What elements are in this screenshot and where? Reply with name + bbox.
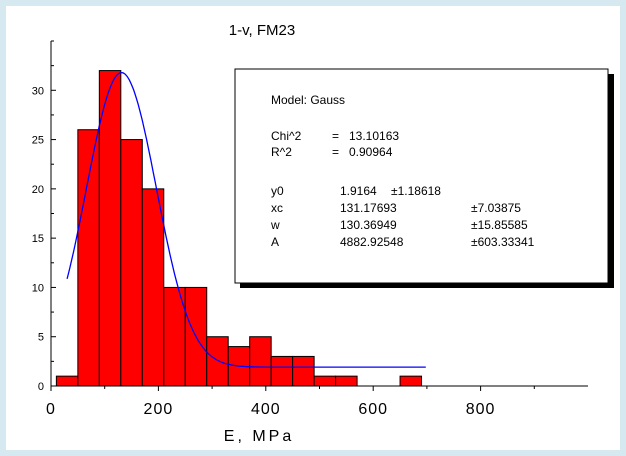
y-tick-label: 15	[32, 233, 44, 245]
fit-param-value: 1.9164	[340, 184, 377, 198]
fit-stat-eq: =	[332, 145, 339, 159]
histogram-bar	[77, 129, 100, 387]
fit-param-value: 130.36949	[340, 218, 397, 232]
chart-svg: 1-v, FM23 0 5 10 15 20 25 30 0 200 400 600 800 E, M…	[32, 22, 614, 445]
fit-curve	[66, 71, 426, 368]
fit-box-panel	[234, 68, 609, 284]
fit-param-name: A	[271, 235, 279, 249]
histogram-bar	[141, 188, 165, 387]
fit-param-value: 131.17693	[340, 201, 397, 215]
fit-stat-eq: =	[332, 129, 339, 143]
x-tick-label: 0	[46, 401, 56, 418]
fit-param-name: y0	[271, 184, 284, 198]
histogram-bar	[98, 70, 122, 387]
fit-param-error: ±15.85585	[471, 218, 528, 232]
histogram-bar	[313, 375, 337, 387]
y-tick-label: 20	[32, 184, 44, 196]
histogram-bar	[55, 375, 79, 387]
fit-results-box: Model: Gauss Chi^2 = 13.10163 R^2 = 0.90…	[234, 68, 614, 288]
fit-param-error: ±7.03875	[471, 201, 521, 215]
fit-param-name: w	[270, 218, 280, 232]
y-tick-label: 25	[32, 135, 44, 147]
fit-stat-value: 0.90964	[349, 145, 393, 159]
fit-param-error: ±1.18618	[391, 184, 441, 198]
histogram-bar	[120, 139, 143, 387]
fit-model-line: Model: Gauss	[271, 93, 345, 107]
histogram-bar	[206, 336, 229, 387]
y-tick-label: 30	[32, 85, 44, 97]
fit-stat-name: Chi^2	[271, 129, 302, 143]
y-tick-label: 0	[38, 381, 44, 393]
y-tick-label: 10	[32, 282, 44, 294]
fit-param-error: ±603.33341	[471, 235, 535, 249]
x-tick-label: 600	[358, 401, 388, 418]
x-tick-label: 800	[466, 401, 496, 418]
chart-title: 1-v, FM23	[229, 22, 295, 39]
y-tick-label: 5	[38, 332, 44, 344]
histogram-bar	[249, 336, 272, 387]
chart-frame: 1-v, FM23 0 5 10 15 20 25 30 0 200 400 600 800 E, M…	[6, 6, 620, 450]
fit-param-value: 4882.92548	[340, 235, 404, 249]
fit-stat-value: 13.10163	[349, 129, 399, 143]
histogram-bar	[292, 355, 315, 387]
fit-param-name: xc	[271, 201, 283, 215]
ticks-group: 0 5 10 15 20 25 30 0 200 400 600 800	[32, 40, 535, 418]
fit-stat-name: R^2	[271, 145, 292, 159]
histogram-bar	[335, 375, 358, 387]
x-axis-label: E, MPa	[224, 428, 294, 445]
histogram-bar	[399, 375, 423, 387]
x-tick-label: 200	[144, 401, 174, 418]
histogram-bar	[270, 355, 294, 387]
x-tick-label: 400	[251, 401, 281, 418]
